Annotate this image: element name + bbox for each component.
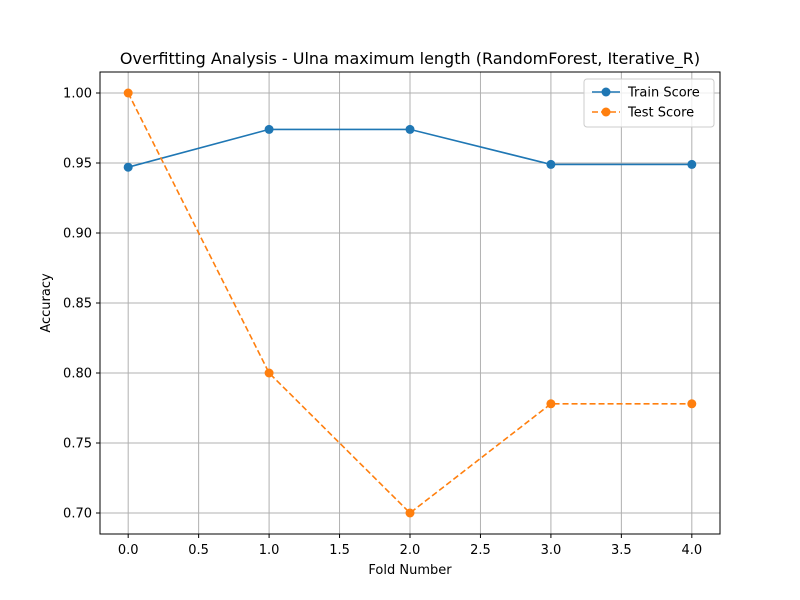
y-tick-label: 0.85 bbox=[63, 297, 92, 312]
test-score-point bbox=[264, 368, 274, 378]
x-tick-label: 3.5 bbox=[611, 543, 632, 558]
legend-train-score-label: Train Score bbox=[627, 86, 700, 101]
x-tick-label: 2.5 bbox=[470, 543, 491, 558]
test-score-series bbox=[123, 88, 697, 518]
legend: Train Score Test Score bbox=[583, 78, 715, 128]
test-score-point bbox=[123, 88, 133, 98]
train-score-point bbox=[264, 124, 274, 134]
y-axis-label: Accuracy bbox=[39, 273, 54, 333]
train-score-series bbox=[123, 124, 697, 172]
chart-title: Overfitting Analysis - Ulna maximum leng… bbox=[120, 49, 700, 69]
train-score-point bbox=[123, 162, 133, 172]
x-tick-label: 0.0 bbox=[118, 543, 139, 558]
test-score-point bbox=[687, 399, 697, 409]
test-score-point bbox=[546, 399, 556, 409]
y-tick-label: 0.70 bbox=[63, 507, 92, 522]
x-tick-label: 1.5 bbox=[329, 543, 350, 558]
y-tick-label: 0.90 bbox=[63, 227, 92, 242]
legend-test-score-label: Test Score bbox=[627, 106, 694, 121]
x-tick-label: 4.0 bbox=[681, 543, 702, 558]
train-score-point bbox=[687, 159, 697, 169]
y-tick-label: 1.00 bbox=[63, 87, 92, 102]
plot-frame bbox=[99, 71, 721, 535]
y-tick-label: 0.80 bbox=[63, 367, 92, 382]
series-layer bbox=[123, 88, 697, 518]
legend-box bbox=[583, 78, 715, 128]
x-tick-label: 3.0 bbox=[541, 543, 562, 558]
x-tick-label: 2.0 bbox=[400, 543, 421, 558]
x-axis-label: Fold Number bbox=[368, 563, 452, 578]
train-score-point bbox=[405, 124, 415, 134]
legend-test-score-marker bbox=[601, 107, 611, 117]
x-tick-label: 0.5 bbox=[188, 543, 209, 558]
legend-train-score-marker bbox=[601, 87, 611, 97]
y-tick-label: 0.95 bbox=[63, 157, 92, 172]
y-tick-label: 0.75 bbox=[63, 437, 92, 452]
x-tick-label: 1.0 bbox=[259, 543, 280, 558]
test-score-point bbox=[405, 508, 415, 518]
test-score-line bbox=[127, 92, 692, 515]
train-score-point bbox=[546, 159, 556, 169]
axis-ticks: 0.0 0.5 1.0 1.5 2.0 2.5 3.0 3.5 4.0 0.70 0.75 0.80 0… bbox=[63, 87, 702, 559]
